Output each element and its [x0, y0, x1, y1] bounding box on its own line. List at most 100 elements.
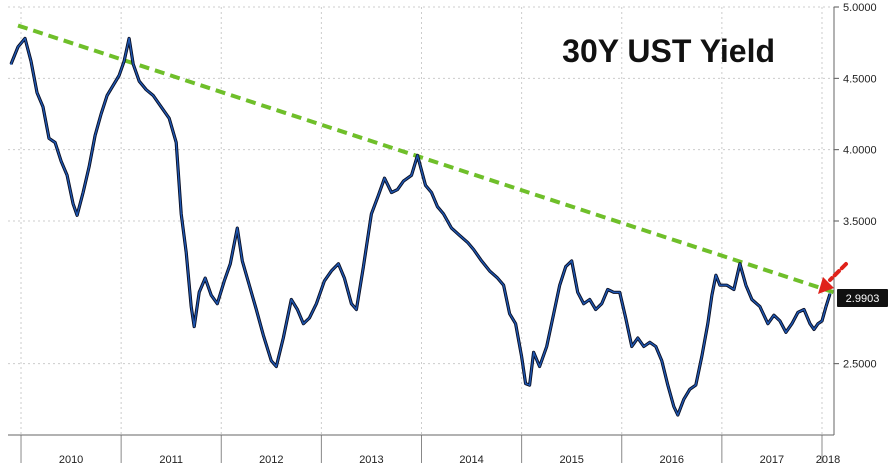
- x-tick-label: 2011: [159, 454, 183, 466]
- yield-point: [128, 37, 130, 40]
- yield-point: [552, 312, 555, 315]
- yield-point: [442, 213, 445, 215]
- yield-point: [458, 234, 461, 237]
- yield-point: [145, 88, 147, 91]
- yield-point: [631, 345, 633, 348]
- yield-point: [30, 60, 32, 62]
- yield-point: [472, 248, 475, 251]
- yield-point: [524, 382, 527, 385]
- yield-point: [677, 414, 679, 416]
- yield-point: [236, 227, 239, 229]
- yield-point: [76, 214, 78, 217]
- yield-point: [112, 84, 114, 87]
- yield-point: [594, 308, 597, 311]
- y-axis-tick-labels: 5.0000 4.5000 4.0000 3.5000 2.5000: [843, 2, 877, 371]
- yield-point: [785, 331, 787, 334]
- yield-point: [683, 398, 685, 401]
- yield-point: [751, 298, 753, 301]
- yield-point: [302, 322, 305, 325]
- yield-point: [180, 213, 182, 215]
- yield-point: [502, 284, 505, 287]
- yield-point: [719, 284, 721, 287]
- yield-point: [637, 337, 639, 339]
- yield-point: [803, 308, 805, 311]
- yield-point: [396, 188, 399, 191]
- yield-point: [330, 270, 333, 272]
- yield-point: [707, 322, 709, 325]
- yield-point: [241, 260, 244, 262]
- yield-point: [106, 94, 108, 97]
- yield-point: [825, 305, 827, 308]
- yield-line-shadow: [9, 36, 832, 417]
- yield-point: [48, 137, 50, 140]
- yield-point: [436, 205, 439, 208]
- yield-point: [649, 341, 651, 344]
- yield-point: [390, 191, 393, 194]
- yield-point: [275, 365, 278, 368]
- yield-point: [809, 322, 811, 325]
- yield-point: [282, 337, 285, 339]
- yield-point: [138, 80, 140, 82]
- yield-point: [558, 284, 561, 287]
- yield-point: [255, 308, 258, 311]
- yield-point: [520, 355, 523, 358]
- yield-point: [350, 302, 353, 305]
- yield-point: [185, 251, 187, 254]
- yield-point: [17, 46, 19, 48]
- yield-point: [773, 314, 775, 317]
- yield-point: [377, 194, 380, 197]
- y-tick-label: 3.5000: [843, 216, 877, 228]
- yield-point: [100, 113, 102, 115]
- yield-point: [582, 302, 585, 305]
- yield-point: [355, 308, 358, 311]
- yield-point: [667, 384, 669, 386]
- chart-title: 30Y UST Yield: [562, 33, 775, 69]
- y-tick-label: 4.5000: [843, 73, 877, 85]
- yield-point: [695, 384, 697, 386]
- yield-point: [624, 317, 627, 319]
- yield-point: [337, 263, 340, 265]
- yield-point: [496, 277, 499, 279]
- yield-point: [791, 322, 793, 325]
- yield-point: [36, 91, 38, 94]
- yield-point: [570, 260, 573, 262]
- yield-point: [210, 294, 212, 297]
- x-tick-label: 2013: [359, 454, 383, 466]
- yield-point: [190, 305, 192, 308]
- yield-point: [175, 141, 177, 144]
- yield-point: [817, 322, 819, 325]
- yield-point: [797, 311, 799, 314]
- yield-line-group: [9, 36, 832, 417]
- yield-point: [588, 298, 591, 301]
- yield-point: [198, 291, 200, 294]
- yield-line: [10, 37, 831, 416]
- yield-point: [193, 325, 195, 328]
- yield-point: [132, 63, 134, 65]
- y-tick-label: 5.0000: [843, 2, 877, 14]
- x-tick-label: 2010: [59, 454, 83, 466]
- x-tick-label: 2018: [816, 454, 840, 466]
- axes: [8, 6, 839, 463]
- y-tick-label: 2.5000: [843, 359, 877, 371]
- yield-point: [779, 320, 781, 322]
- yield-point: [450, 227, 453, 229]
- x-tick-label: 2017: [760, 454, 784, 466]
- yield-point: [576, 291, 579, 294]
- yield-point: [94, 134, 96, 137]
- yield-point: [383, 177, 386, 179]
- yield-point: [715, 274, 717, 277]
- yield-point: [813, 328, 815, 331]
- yield-point: [726, 284, 728, 287]
- yield-point: [466, 241, 469, 244]
- yield-point: [701, 355, 703, 358]
- yield-point: [410, 174, 413, 177]
- yield-point: [767, 322, 769, 325]
- x-tick-label: 2014: [459, 454, 483, 466]
- yield-point: [118, 74, 120, 77]
- yield-point: [545, 345, 548, 348]
- yield-point: [661, 360, 663, 362]
- yield-point: [60, 160, 62, 162]
- yield-point: [323, 280, 326, 282]
- yield-point: [168, 117, 170, 120]
- yield-point: [745, 284, 747, 287]
